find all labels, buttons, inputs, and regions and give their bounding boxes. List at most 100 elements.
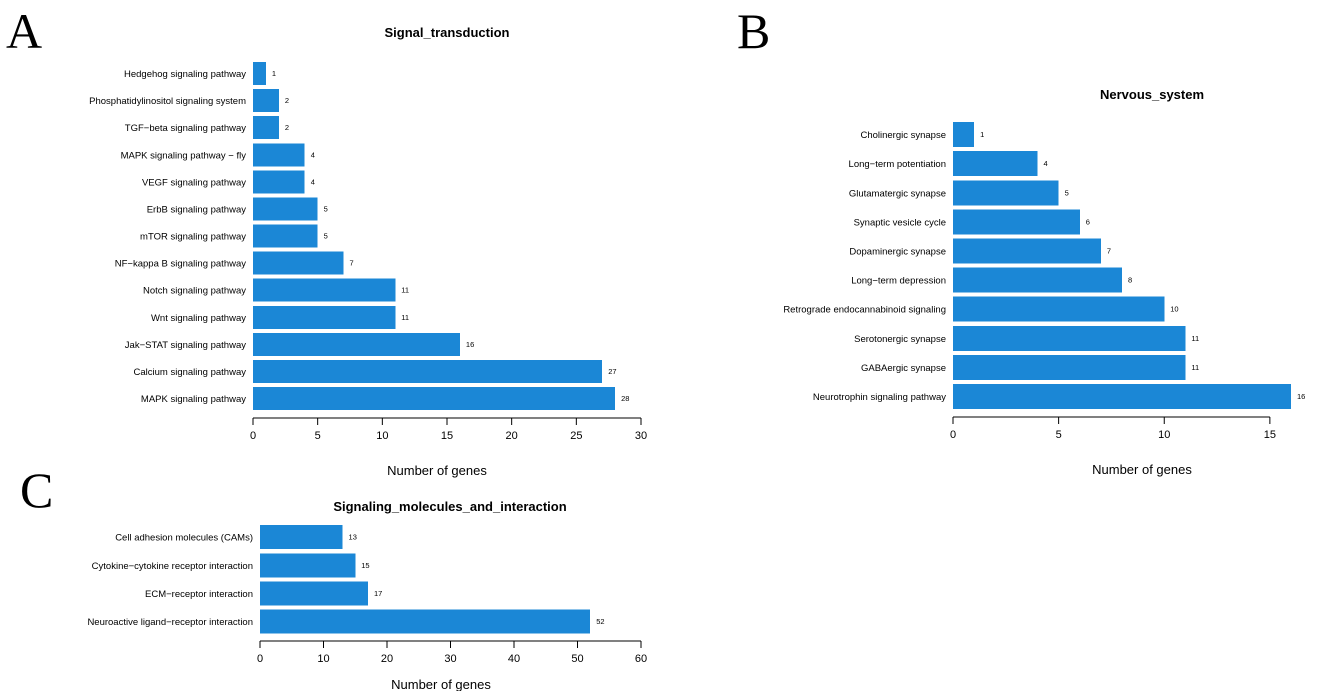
x-tick-label: 10 — [376, 430, 388, 442]
bar-gabaergic-synapse — [953, 354, 1186, 380]
x-axis-title-c: Number of genes — [391, 677, 491, 691]
value-label: 27 — [608, 367, 616, 376]
category-label: Cholinergic synapse — [860, 130, 946, 141]
bar-cytokine-cytokine-receptor-interaction — [260, 553, 356, 578]
value-label: 16 — [466, 340, 474, 349]
category-label: Calcium signaling pathway — [134, 367, 247, 378]
category-label: VEGF signaling pathway — [142, 177, 246, 188]
bar-tgf-beta-signaling-pathway — [253, 116, 279, 140]
value-label: 5 — [324, 204, 328, 213]
x-tick-label: 15 — [1264, 429, 1276, 441]
panel-letter-a: A — [6, 3, 42, 59]
bar-neuroactive-ligand-receptor-interaction — [260, 609, 591, 634]
bar-jak-stat-signaling-pathway — [253, 332, 460, 356]
bars-c: Cell adhesion molecules (CAMs) 13 Cytokine… — [87, 525, 605, 634]
value-label: 11 — [1191, 363, 1199, 372]
value-label: 11 — [1191, 334, 1199, 343]
bar-glutamatergic-synapse — [953, 180, 1059, 206]
value-label: 1 — [980, 130, 984, 139]
x-tick-label: 0 — [950, 429, 956, 441]
bar-nf-kappa-b-signaling-pathway — [253, 251, 344, 275]
bar-wnt-signaling-pathway — [253, 305, 396, 329]
bar-mtor-signaling-pathway — [253, 224, 318, 248]
bar-vegf-signaling-pathway — [253, 170, 305, 194]
category-label: mTOR signaling pathway — [140, 232, 246, 243]
category-label: Notch signaling pathway — [143, 286, 246, 297]
category-label: Neurotrophin signaling pathway — [813, 392, 946, 403]
x-tick-label: 20 — [381, 653, 393, 665]
category-label: Phosphatidylinositol signaling system — [89, 96, 246, 107]
x-tick-label: 0 — [250, 430, 256, 442]
x-tick-label: 50 — [571, 653, 583, 665]
value-label: 52 — [596, 617, 604, 626]
x-axis-title-a: Number of genes — [387, 463, 487, 478]
category-label: Hedgehog signaling pathway — [124, 69, 246, 80]
x-axis-title-b: Number of genes — [1092, 462, 1192, 477]
bar-long-term-depression — [953, 267, 1122, 293]
value-label: 2 — [285, 123, 289, 132]
chart-title-c: Signaling_molecules_and_interaction — [333, 499, 566, 514]
value-label: 5 — [1065, 188, 1069, 197]
bar-phosphatidylinositol-signaling-system — [253, 89, 279, 113]
bar-dopaminergic-synapse — [953, 238, 1101, 264]
category-label: Long−term potentiation — [849, 159, 946, 170]
category-label: Dopaminergic synapse — [849, 246, 946, 257]
bars-a: Hedgehog signaling pathway 1 Phosphatidyli… — [89, 62, 629, 410]
x-tick-label: 15 — [441, 430, 453, 442]
value-label: 5 — [324, 232, 328, 241]
category-label: MAPK signaling pathway − fly — [121, 150, 247, 161]
bar-mapk-signaling-pathway-fly — [253, 143, 305, 167]
category-label: TGF−beta signaling pathway — [125, 123, 246, 134]
x-tick-label: 20 — [506, 430, 518, 442]
bar-mapk-signaling-pathway — [253, 387, 616, 410]
bar-cholinergic-synapse — [953, 122, 975, 148]
value-label: 4 — [311, 150, 315, 159]
category-label: Serotonergic synapse — [854, 334, 946, 345]
x-tick-label: 60 — [635, 653, 647, 665]
x-tick-label: 5 — [315, 430, 321, 442]
x-tick-label: 10 — [1158, 429, 1170, 441]
category-label: Glutamatergic synapse — [849, 188, 946, 199]
category-label: Wnt signaling pathway — [151, 313, 246, 324]
bar-synaptic-vesicle-cycle — [953, 209, 1080, 235]
category-label: Retrograde endocannabinoid signaling — [783, 305, 946, 316]
category-label: NF−kappa B signaling pathway — [115, 259, 246, 270]
value-label: 10 — [1170, 305, 1178, 314]
value-label: 28 — [621, 394, 629, 403]
category-label: Neuroactive ligand−receptor interaction — [87, 617, 253, 628]
value-label: 4 — [1044, 159, 1048, 168]
bar-serotonergic-synapse — [953, 325, 1186, 351]
panel-letter-c: C — [20, 462, 53, 518]
x-tick-label: 30 — [635, 430, 647, 442]
value-label: 13 — [349, 533, 357, 542]
x-axis-a: 0 5 10 15 20 25 30 — [250, 417, 647, 442]
value-label: 1 — [272, 69, 276, 78]
value-label: 17 — [374, 589, 382, 598]
category-label: Jak−STAT signaling pathway — [125, 340, 246, 351]
value-label: 15 — [361, 561, 369, 570]
x-axis-b: 0 5 10 15 — [950, 416, 1276, 441]
chart-title-b: Nervous_system — [1100, 87, 1204, 102]
x-axis-c: 0 10 20 30 40 50 60 — [257, 640, 647, 665]
value-label: 7 — [350, 259, 354, 268]
x-tick-label: 0 — [257, 653, 263, 665]
bar-long-term-potentiation — [953, 151, 1038, 177]
chart-title-a: Signal_transduction — [385, 25, 510, 40]
category-label: MAPK signaling pathway — [141, 394, 246, 405]
panel-b-bar-chart: B Nervous_system Cholinergic synapse 1 Lon… — [737, 3, 1305, 477]
value-label: 7 — [1107, 246, 1111, 255]
category-label: Cytokine−cytokine receptor interaction — [92, 561, 253, 572]
bar-cell-adhesion-molecules-cams — [260, 525, 343, 550]
category-label: Cell adhesion molecules (CAMs) — [115, 533, 253, 544]
bars-b: Cholinergic synapse 1 Long−term potentiati… — [783, 122, 1305, 409]
panel-c-bar-chart: C Signaling_molecules_and_interaction Ce… — [20, 462, 647, 691]
category-label: ECM−receptor interaction — [145, 589, 253, 600]
value-label: 4 — [311, 177, 315, 186]
panel-letter-b: B — [737, 3, 770, 59]
x-tick-label: 10 — [317, 653, 329, 665]
value-label: 11 — [401, 313, 409, 322]
bar-calcium-signaling-pathway — [253, 359, 603, 383]
bar-erbb-signaling-pathway — [253, 197, 318, 221]
category-label: ErbB signaling pathway — [147, 204, 247, 215]
